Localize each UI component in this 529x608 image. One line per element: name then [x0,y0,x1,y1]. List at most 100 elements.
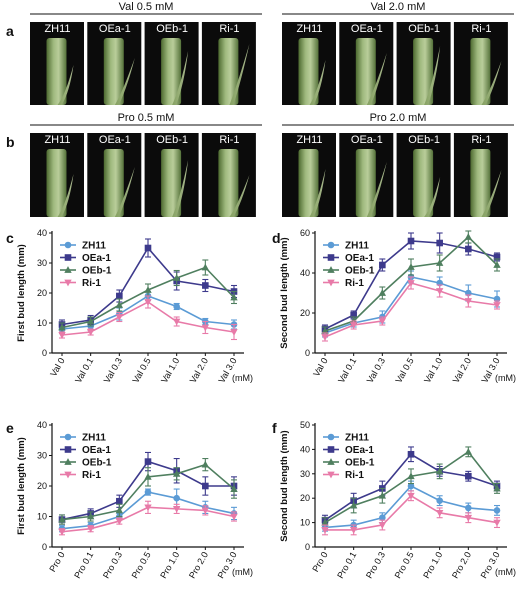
group-title: Pro 2.0 mM [370,112,427,124]
series-Ri-1 [321,490,501,536]
x-tick-label: Pro 0.1 [72,550,95,580]
photo-tile: OEb-1 [396,22,451,105]
x-tick-label: Val 2.0 [451,356,473,385]
data-point [435,509,444,517]
legend-marker [64,446,72,453]
genotype-label: ZH11 [44,23,70,35]
legend-label: Ri-1 [82,470,101,481]
photo-tile: Ri-1 [453,133,508,217]
seedling-stem [413,38,434,105]
legend-label: OEb-1 [82,458,112,469]
data-point [464,447,473,455]
data-point [144,488,152,496]
genotype-label: ZH11 [296,23,322,35]
legend-label: OEa-1 [82,253,111,264]
y-tick-label: 40 [37,420,47,430]
group-title: Pro 0.5 mM [118,112,175,124]
data-point [58,332,66,339]
y-tick-label: 0 [305,542,310,552]
data-point [172,505,181,513]
legend-label: OEb-1 [82,266,112,277]
panel-letter: c [6,230,14,246]
group-title: Val 2.0 mM [371,1,426,13]
data-point [464,514,473,522]
y-axis-title: Second bud length (mm) [279,430,290,541]
data-point [86,317,95,325]
data-point [435,467,444,475]
genotype-label: OEa-1 [99,134,131,146]
seedling-stem [355,149,376,217]
y-axis-title: First bud length (mm) [16,437,27,535]
seedling-stem [161,38,182,105]
data-point [407,492,415,500]
data-point [86,512,95,520]
bud-blade [424,177,441,217]
y-tick-label: 30 [300,469,310,479]
data-point [465,472,472,480]
legend-marker [64,254,72,261]
data-point [465,245,472,253]
data-point [173,494,180,502]
data-point [493,261,501,268]
y-axis-title: First bud length (mm) [16,244,27,342]
data-point [115,518,124,525]
legend-marker [64,433,72,441]
data-point [493,302,501,309]
legend-marker [327,241,335,249]
genotype-label: OEa-1 [99,23,131,35]
genotype-label: Ri-1 [219,23,239,35]
y-axis-title: Second bud length (mm) [279,237,290,348]
legend-label: Ri-1 [345,278,364,289]
data-point [349,527,358,534]
photo-tile: Ri-1 [453,22,508,105]
y-tick-label: 60 [300,228,310,238]
x-tick-label: Pro 0.5 [393,550,416,580]
panel-letter: e [6,420,14,436]
legend-marker [327,254,335,261]
y-tick-label: 10 [37,512,47,522]
data-point [230,485,238,492]
seedling-stem [103,38,124,105]
y-tick-label: 40 [300,268,310,278]
seedling-stem [355,38,376,105]
data-point [407,482,415,490]
genotype-label: OEa-1 [351,134,383,146]
x-unit-label: (mM) [495,373,516,383]
legend-marker [64,241,72,249]
x-tick-label: Pro 0.3 [364,550,387,580]
photo-tile: OEb-1 [144,133,199,217]
seedling-stem [298,38,319,105]
legend-marker [327,433,335,441]
legend-label: ZH11 [82,433,106,444]
series-ZH11 [321,480,501,532]
series-OEb-1 [58,457,238,525]
x-tick-label: Pro 0.5 [130,550,153,580]
series-Ri-1 [58,500,238,536]
data-point [436,497,443,504]
photo-tile: ZH11 [30,133,84,217]
y-tick-label: 30 [37,451,47,461]
photo-group: Pro 0.5 mM ZH11 OEa-1 OEb-1 Ri-1 [30,112,262,217]
x-tick-label: Val 0.1 [73,356,95,385]
data-point [379,514,386,522]
genotype-label: ZH11 [44,134,70,146]
seedling-stem [46,38,67,105]
data-point [86,329,95,336]
seedling-stem [413,149,434,217]
series-OEb-1 [58,259,238,333]
series-OEb-1 [321,446,501,529]
data-point [86,525,95,533]
y-tick-label: 30 [37,258,47,268]
legend-marker [64,266,72,273]
data-point [407,263,415,270]
data-point [115,301,124,308]
photo-tile: OEa-1 [87,133,142,217]
legend-label: Ri-1 [82,278,101,289]
photo-panel-a: a Val 0.5 mM ZH11 OEa-1 OEb-1 Ri-1 Val 2.0 mM Z… [6,1,514,105]
genotype-label: OEb-1 [156,23,188,35]
y-tick-label: 0 [42,348,47,358]
